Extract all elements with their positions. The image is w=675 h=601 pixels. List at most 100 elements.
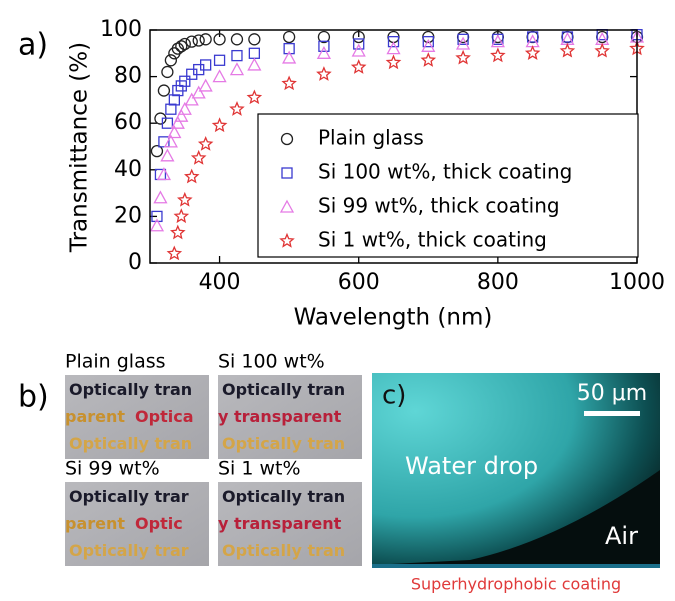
marker-star xyxy=(596,45,608,57)
marker-star xyxy=(527,47,539,59)
air-label: Air xyxy=(605,522,638,550)
sample-segment: Optically trar xyxy=(69,541,189,560)
x-tick-label: 600 xyxy=(338,270,380,295)
sample-segment: parent xyxy=(65,514,125,533)
sample-line: Optically tran xyxy=(222,380,345,399)
marker-triangle xyxy=(161,150,173,161)
sample-text: Optically tran y transparent Optically tra… xyxy=(218,380,345,453)
sample-line: Optically trar xyxy=(69,541,189,560)
y-tick-label: 0 xyxy=(128,250,142,275)
marker-star xyxy=(248,91,260,103)
marker-circle xyxy=(176,41,187,52)
sample-text: Optically tran y transparent Optically tra… xyxy=(218,487,345,560)
x-tick-label: 1000 xyxy=(609,270,665,295)
marker-square xyxy=(166,104,176,114)
sample-label: Si 100 wt% xyxy=(218,351,325,373)
marker-star xyxy=(175,210,187,222)
legend-label: Plain glass xyxy=(318,126,424,150)
sample-segment: Optic xyxy=(135,514,183,533)
marker-square xyxy=(249,48,259,58)
sample-line: Optically trar xyxy=(69,487,189,506)
sample-line: y transparent xyxy=(218,407,342,426)
sample-segment: Optically trar xyxy=(69,487,189,506)
y-tick-label: 60 xyxy=(114,110,142,135)
marker-star xyxy=(457,52,469,64)
marker-triangle xyxy=(154,192,166,203)
panel-label: b) xyxy=(18,380,49,415)
figure: a) Transmittance (%) Wavelength (nm) 0 20… xyxy=(0,0,675,597)
marker-triangle xyxy=(200,80,212,91)
marker-star xyxy=(318,68,330,80)
sample-line: y transparent xyxy=(218,514,342,533)
marker-star xyxy=(353,61,365,73)
sample-line: parent Optic xyxy=(65,514,183,533)
marker-triangle xyxy=(318,47,330,58)
y-tick-label: 100 xyxy=(100,17,142,42)
sample-line: Optically tran xyxy=(69,380,192,399)
y-axis-title: Transmittance (%) xyxy=(67,42,93,253)
marker-triangle xyxy=(353,45,365,56)
scale-bar xyxy=(584,411,640,416)
sample-line: Optically tran xyxy=(69,434,192,453)
sample-segment: Optically tran xyxy=(222,434,345,453)
marker-circle xyxy=(284,31,295,42)
water-label: Water drop xyxy=(405,452,538,480)
marker-circle xyxy=(162,66,173,77)
sample-line: Optically tran xyxy=(222,487,345,506)
sample-label: Plain glass xyxy=(65,351,166,373)
panel-label: c) xyxy=(382,381,406,411)
legend-label: Si 100 wt%, thick coating xyxy=(318,160,572,184)
sample-segment: Optically tran xyxy=(69,434,192,453)
sample-segment: y transparent xyxy=(218,407,342,426)
x-tick-label: 400 xyxy=(199,270,241,295)
marker-circle xyxy=(165,55,176,66)
marker-triangle xyxy=(186,94,198,105)
marker-circle xyxy=(158,85,169,96)
sample-line: Optically tran xyxy=(222,541,345,560)
x-axis-title: Wavelength (nm) xyxy=(294,305,493,331)
marker-star xyxy=(168,247,180,259)
marker-star xyxy=(213,119,225,131)
marker-circle xyxy=(231,34,242,45)
coating-layer xyxy=(372,564,660,568)
y-tick-label: 20 xyxy=(114,203,142,228)
marker-circle xyxy=(249,34,260,45)
scale-bar-label: 50 μm xyxy=(577,381,647,406)
marker-star xyxy=(492,49,504,61)
marker-star xyxy=(283,77,295,89)
marker-star xyxy=(172,226,184,238)
marker-triangle xyxy=(214,71,226,82)
panel-label: a) xyxy=(18,28,48,63)
marker-square xyxy=(169,95,179,105)
sample-segment: Optically tran xyxy=(69,380,192,399)
sample-segment: Optically tran xyxy=(222,380,345,399)
sample-segment: parent xyxy=(65,407,125,426)
marker-star xyxy=(231,103,243,115)
marker-star xyxy=(422,54,434,66)
marker-star xyxy=(179,194,191,206)
y-tick-label: 40 xyxy=(114,157,142,182)
marker-triangle xyxy=(193,87,205,98)
sample-label: Si 99 wt% xyxy=(65,458,160,480)
marker-star xyxy=(387,56,399,68)
sample-label: Si 1 wt% xyxy=(218,458,301,480)
marker-triangle xyxy=(248,59,260,70)
x-tick-label: 800 xyxy=(477,270,519,295)
marker-star xyxy=(561,45,573,57)
marker-triangle xyxy=(388,43,400,54)
legend-label: Si 1 wt%, thick coating xyxy=(318,228,547,252)
sample-segment: y transparent xyxy=(218,514,342,533)
marker-star xyxy=(193,152,205,164)
marker-star xyxy=(186,170,198,182)
coating-label: Superhydrophobic coating xyxy=(411,575,621,594)
marker-star xyxy=(200,138,212,150)
sample-line: Optically tran xyxy=(222,434,345,453)
legend-label: Si 99 wt%, thick coating xyxy=(318,194,560,218)
marker-square xyxy=(232,51,242,61)
sample-segment: Optically tran xyxy=(222,487,345,506)
marker-triangle xyxy=(231,64,243,75)
marker-circle xyxy=(200,34,211,45)
sample-segment: Optica xyxy=(135,407,193,426)
y-tick-label: 80 xyxy=(114,64,142,89)
sample-segment: Optically tran xyxy=(222,541,345,560)
